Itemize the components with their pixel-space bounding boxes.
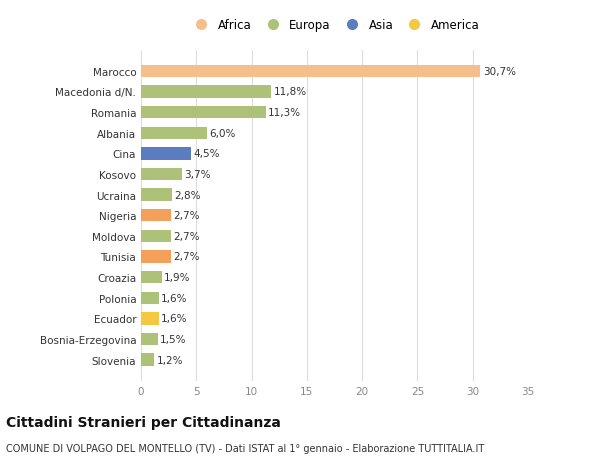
Text: Cittadini Stranieri per Cittadinanza: Cittadini Stranieri per Cittadinanza <box>6 415 281 429</box>
Text: 2,7%: 2,7% <box>173 211 200 221</box>
Text: COMUNE DI VOLPAGO DEL MONTELLO (TV) - Dati ISTAT al 1° gennaio - Elaborazione TU: COMUNE DI VOLPAGO DEL MONTELLO (TV) - Da… <box>6 443 484 453</box>
Bar <box>141 106 266 119</box>
Text: 6,0%: 6,0% <box>209 129 236 139</box>
Bar <box>141 333 158 345</box>
Bar <box>141 168 182 181</box>
Text: 1,6%: 1,6% <box>161 313 187 324</box>
Bar <box>141 353 154 366</box>
Bar <box>141 148 191 160</box>
Bar <box>141 210 171 222</box>
Bar <box>141 127 208 140</box>
Text: 30,7%: 30,7% <box>482 67 515 77</box>
Text: 11,8%: 11,8% <box>274 87 307 97</box>
Text: 1,9%: 1,9% <box>164 273 191 282</box>
Text: 1,2%: 1,2% <box>157 355 183 365</box>
Bar <box>141 230 171 242</box>
Bar <box>141 313 158 325</box>
Legend: Africa, Europa, Asia, America: Africa, Europa, Asia, America <box>187 17 482 34</box>
Bar <box>141 292 158 304</box>
Text: 3,7%: 3,7% <box>184 169 211 179</box>
Text: 4,5%: 4,5% <box>193 149 220 159</box>
Bar <box>141 251 171 263</box>
Bar <box>141 66 481 78</box>
Text: 2,7%: 2,7% <box>173 252 200 262</box>
Text: 1,6%: 1,6% <box>161 293 187 303</box>
Text: 11,3%: 11,3% <box>268 108 301 118</box>
Text: 2,7%: 2,7% <box>173 231 200 241</box>
Text: 2,8%: 2,8% <box>174 190 200 200</box>
Bar <box>141 86 271 98</box>
Bar <box>141 271 162 284</box>
Bar <box>141 189 172 202</box>
Text: 1,5%: 1,5% <box>160 334 186 344</box>
